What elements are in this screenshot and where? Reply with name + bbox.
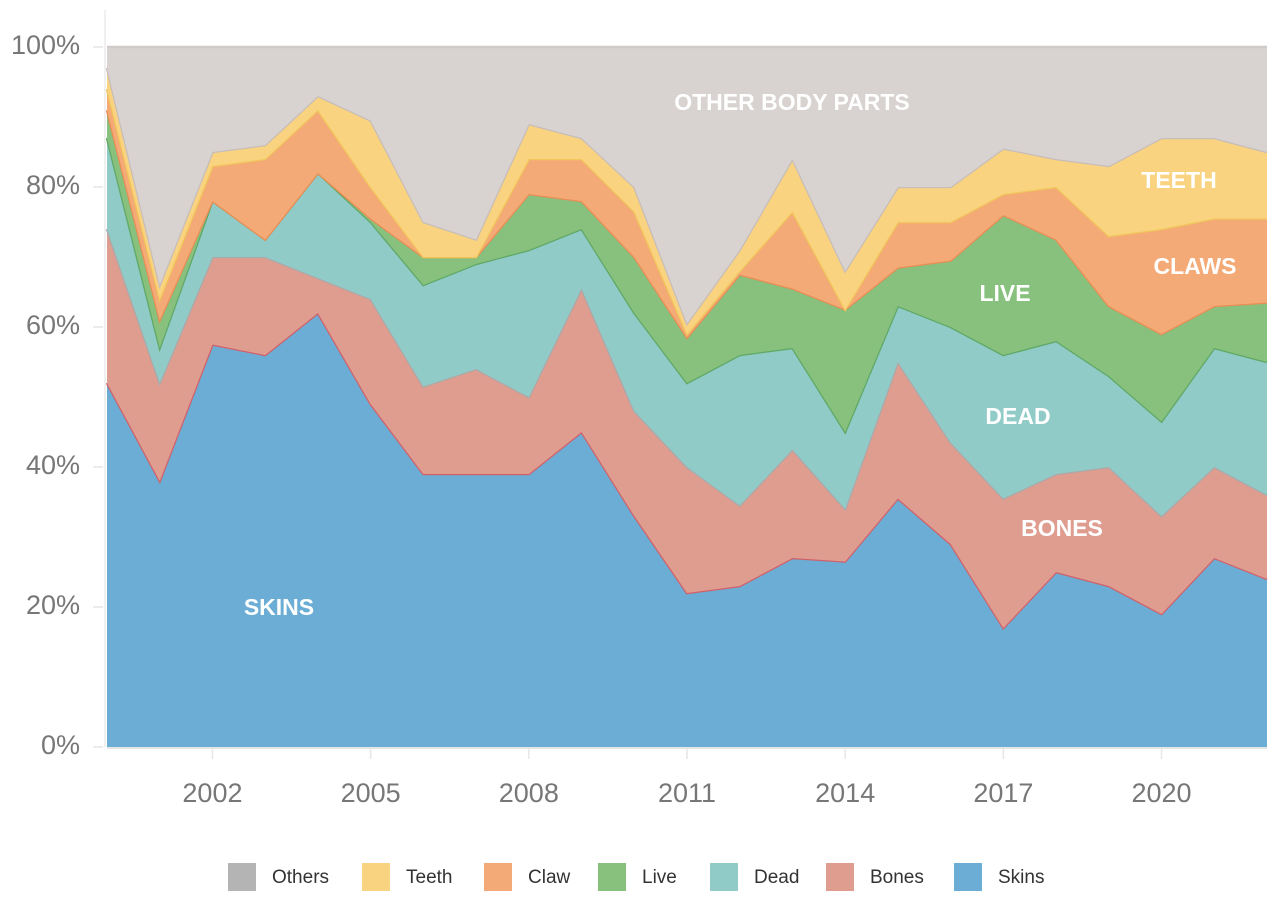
x-tick-label: 2008 bbox=[499, 778, 559, 808]
area bbox=[107, 47, 1267, 324]
y-tick-label: 20% bbox=[26, 590, 80, 620]
x-tick-label: 2011 bbox=[658, 778, 716, 808]
legend-label: Others bbox=[272, 867, 329, 888]
y-tick-label: 100% bbox=[11, 30, 80, 60]
legend-swatch bbox=[826, 863, 854, 891]
legend-label: Dead bbox=[754, 867, 799, 888]
annotation: LIVE bbox=[979, 280, 1030, 306]
x-tick-label: 2017 bbox=[973, 778, 1033, 808]
legend-label: Claw bbox=[528, 867, 571, 888]
area bbox=[107, 229, 1267, 628]
area bbox=[107, 89, 1267, 338]
legend-swatch bbox=[954, 863, 982, 891]
legend-label: Live bbox=[642, 867, 677, 888]
area bbox=[107, 110, 1267, 432]
area bbox=[107, 313, 1267, 747]
legend-swatch bbox=[710, 863, 738, 891]
x-tick-label: 2005 bbox=[341, 778, 401, 808]
x-tick-label: 2014 bbox=[815, 778, 875, 808]
legend-label: Teeth bbox=[406, 867, 452, 888]
y-tick-label: 40% bbox=[26, 450, 80, 480]
annotation: OTHER BODY PARTS bbox=[674, 89, 910, 115]
legend-swatch bbox=[598, 863, 626, 891]
legend-swatch bbox=[362, 863, 390, 891]
legend-label: Bones bbox=[870, 867, 924, 888]
y-tick-label: 0% bbox=[41, 730, 80, 760]
annotation: TEETH bbox=[1141, 167, 1216, 193]
annotation: BONES bbox=[1021, 515, 1103, 541]
x-tick-label: 2020 bbox=[1132, 778, 1192, 808]
x-tick-label: 2002 bbox=[182, 778, 242, 808]
legend-swatch bbox=[228, 863, 256, 891]
area bbox=[107, 138, 1267, 516]
annotation: SKINS bbox=[244, 594, 314, 620]
y-tick-label: 80% bbox=[26, 170, 80, 200]
y-tick-label: 60% bbox=[26, 310, 80, 340]
annotation: DEAD bbox=[985, 403, 1050, 429]
legend-label: Skins bbox=[998, 867, 1044, 888]
annotation: CLAWS bbox=[1153, 253, 1236, 279]
legend-swatch bbox=[484, 863, 512, 891]
